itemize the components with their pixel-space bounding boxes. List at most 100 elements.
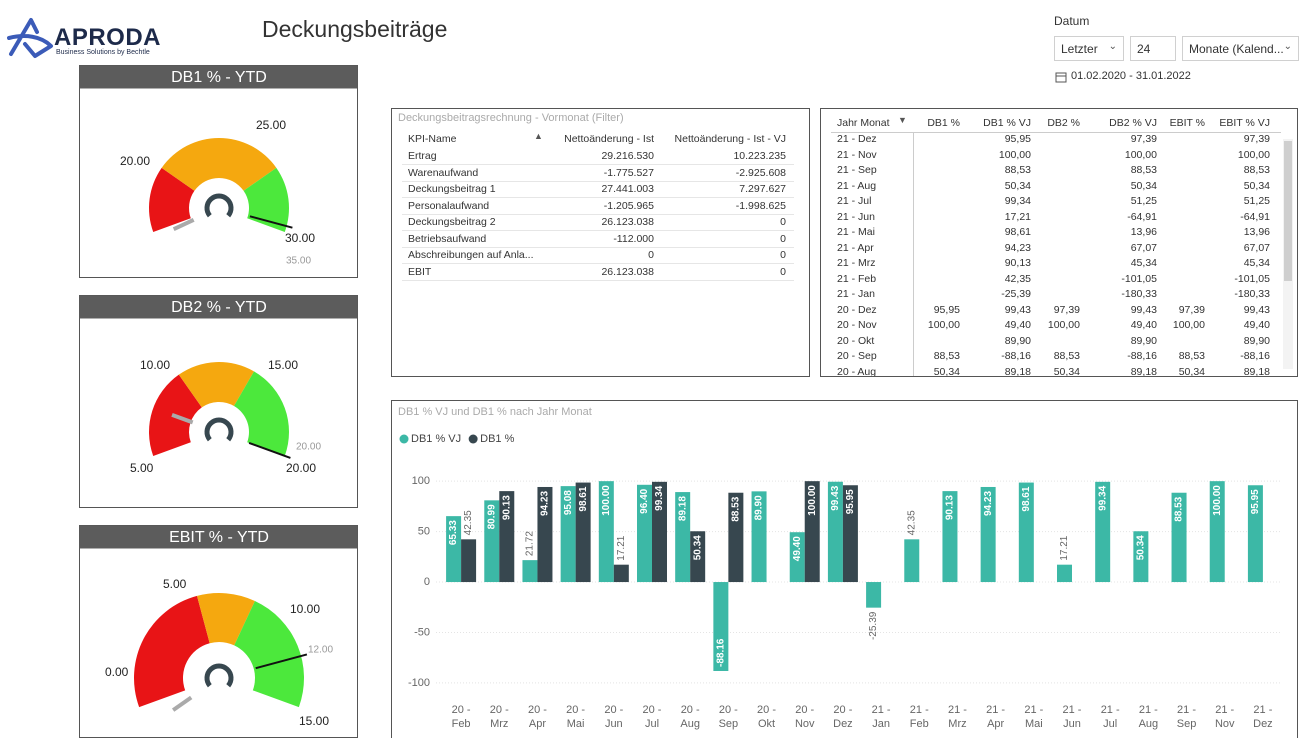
gauge-hub: [185, 644, 253, 712]
table-cell: 51,25: [1243, 195, 1270, 207]
table-cell: 99,34: [1004, 195, 1031, 207]
bar: [560, 486, 576, 583]
table-cell: 10.223.235: [733, 150, 786, 162]
table-cell: 20 - Dez: [837, 303, 877, 316]
gauge-band: [161, 138, 277, 191]
x-tick-label: 21 - Nov: [1214, 704, 1235, 730]
bar: [1095, 481, 1111, 583]
x-tick-label: 21 - Apr: [986, 704, 1006, 730]
gauge-band: [243, 167, 289, 232]
table-cell: 100,00: [1237, 148, 1270, 161]
table-cell: 97,39: [1053, 303, 1080, 316]
data-label: 99.34: [1097, 485, 1108, 510]
table-cell: 89,90: [1130, 334, 1157, 347]
unit-dropdown[interactable]: Monate (Kalend... ⌄: [1182, 36, 1299, 61]
bar: [942, 491, 958, 583]
legend-swatch: [399, 434, 409, 444]
page-title: Deckungsbeiträge: [262, 16, 448, 42]
table-cell: 50,34: [1130, 179, 1157, 192]
data-label: 100.00: [807, 485, 818, 516]
legend-label: DB1 %: [480, 433, 514, 445]
gauge-header: [79, 295, 358, 319]
bar: [980, 486, 996, 583]
table-cell: 21 - Jun: [837, 210, 875, 223]
x-tick-label: 20 - Mrz: [489, 704, 509, 730]
table-cell: -1.775.527: [603, 166, 654, 179]
table-cell: 99,43: [1130, 303, 1157, 316]
table-cell: 67,07: [1243, 241, 1270, 254]
gauge-header: [79, 525, 358, 549]
table-cell: 21 - Mrz: [837, 257, 876, 269]
gauges: DB1 % - YTD 20.00 25.00 30.00 35.00 DB2 % - Y…: [79, 65, 358, 738]
column-header: DB2 % VJ: [1109, 117, 1157, 129]
data-label: 95.95: [1250, 489, 1261, 514]
table-cell: 89,18: [1130, 365, 1157, 377]
bar: [637, 484, 652, 583]
y-tick-label: 0: [424, 576, 430, 588]
table-cell: -180,33: [1121, 288, 1157, 300]
row-divider: [402, 263, 794, 264]
y-tick-label: -50: [414, 626, 430, 638]
gauge-label: 15.00: [299, 714, 329, 728]
table-cell: 88,53: [1053, 350, 1080, 362]
x-tick-label: 21 - Mai: [1024, 704, 1044, 730]
table-cell: EBIT: [408, 265, 432, 278]
table-cell: 88,53: [1130, 164, 1157, 176]
row-divider: [402, 213, 794, 215]
gauge-band: [234, 371, 289, 456]
bar: [598, 481, 614, 583]
table-cell: 13,96: [1243, 226, 1270, 238]
gauge-target: [248, 442, 291, 459]
filter-label: Datum: [1054, 14, 1090, 28]
table-cell: 49,40: [1130, 319, 1157, 331]
mode-dropdown[interactable]: Letzter ⌄: [1054, 36, 1124, 61]
table-cell: 100,00: [1047, 319, 1080, 331]
column-header: DB1 %: [927, 117, 960, 129]
gauge-knob: [204, 193, 234, 218]
row-divider: [402, 197, 794, 198]
table-cell: -1.205.965: [603, 199, 654, 212]
data-label: 42.35: [906, 510, 917, 535]
table-cell: 50,34: [1053, 365, 1080, 377]
y-tick-label: -100: [408, 677, 430, 689]
column-header: DB2 %: [1047, 117, 1080, 129]
bar: [904, 539, 920, 583]
x-tick-label: 20 - Jul: [642, 704, 662, 730]
table-cell: 99,43: [1004, 303, 1031, 316]
table-cell: 21 - Aug: [837, 179, 877, 192]
x-tick-label: 20 - Jun: [604, 704, 624, 730]
bar: [1171, 492, 1187, 583]
table-cell: Warenaufwand: [408, 166, 479, 179]
data-label: 94.23: [983, 491, 994, 516]
x-tick-label: 20 - Nov: [794, 704, 815, 730]
data-label: 88.53: [731, 496, 742, 521]
data-label: -25.39: [868, 611, 879, 640]
data-label: 98.61: [1021, 486, 1032, 511]
table-cell: 0: [648, 249, 654, 261]
table-cell: 98,61: [1004, 226, 1031, 238]
chart-title: DB1 % VJ und DB1 % nach Jahr Monat: [398, 406, 592, 418]
gauge-knob: [204, 417, 234, 442]
bar-chart-card: DB1 % VJ und DB1 % nach Jahr Monat DB1 % …: [391, 400, 1298, 738]
data-label: 42.35: [463, 510, 474, 535]
gauge-target-label: 20.00: [296, 442, 321, 453]
data-label: 17.21: [1059, 535, 1070, 560]
table-cell: 21 - Dez: [837, 133, 877, 145]
x-tick-label: 21 - Mrz: [947, 704, 967, 730]
gauge-header: [79, 65, 358, 89]
table-cell: 97,39: [1130, 133, 1157, 145]
table-cell: -180,33: [1234, 288, 1270, 300]
data-label: 90.13: [501, 495, 512, 520]
bar: [1018, 482, 1034, 583]
table-cell: -88,16: [1240, 350, 1270, 362]
table-cell: 50,34: [1004, 179, 1031, 192]
data-label: 49.40: [792, 536, 803, 561]
bar: [1057, 564, 1072, 583]
table-cell: -101,05: [1121, 272, 1157, 285]
bar: [789, 532, 805, 583]
count-text: 24: [1137, 42, 1151, 56]
table-cell: 27.441.003: [601, 183, 654, 195]
data-label: 17.21: [616, 535, 627, 560]
table-cell: -25,39: [1001, 288, 1031, 300]
count-input[interactable]: 24: [1130, 36, 1176, 61]
